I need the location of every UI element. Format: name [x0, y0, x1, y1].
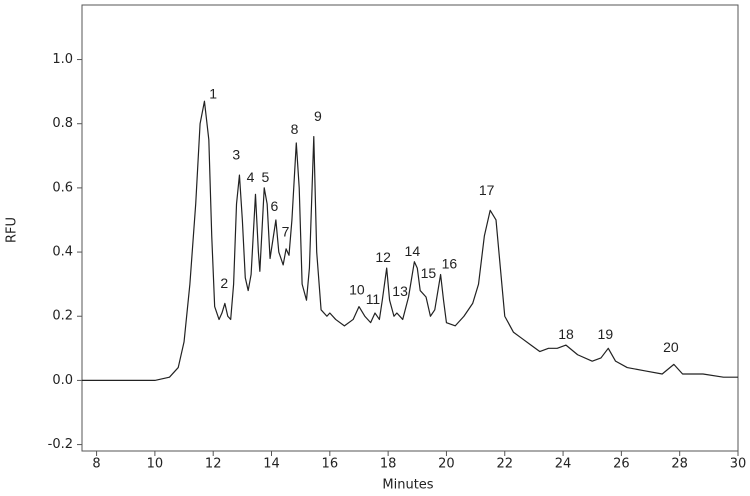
peak-label: 10	[349, 281, 365, 297]
peak-label: 19	[598, 326, 614, 342]
peak-label: 13	[392, 283, 408, 299]
peak-label: 12	[375, 249, 391, 265]
x-tick-label: 22	[496, 457, 513, 472]
x-axis-label: Minutes	[382, 478, 433, 493]
y-tick-label: 0.8	[52, 116, 73, 131]
x-tick-label: 18	[380, 457, 397, 472]
y-axis-label: RFU	[5, 217, 20, 243]
y-tick-label: -0.2	[48, 437, 73, 452]
peak-label: 16	[442, 256, 458, 272]
y-tick-label: 0.0	[52, 373, 73, 388]
x-tick-label: 10	[147, 457, 164, 472]
peak-label: 7	[282, 224, 290, 240]
x-tick-label: 30	[730, 457, 747, 472]
x-tick-label: 14	[263, 457, 280, 472]
x-tick-label: 24	[555, 457, 572, 472]
peak-label: 3	[232, 147, 240, 163]
y-tick-label: 0.6	[52, 180, 73, 195]
peak-label: 17	[479, 182, 495, 198]
peak-label: 8	[291, 121, 299, 137]
x-tick-label: 26	[613, 457, 630, 472]
x-tick-label: 12	[205, 457, 222, 472]
y-tick-label: 1.0	[52, 52, 73, 67]
x-tick-label: 8	[92, 457, 100, 472]
peak-label: 6	[271, 198, 279, 214]
peak-label: 2	[220, 275, 228, 291]
y-tick-label: 0.2	[52, 309, 73, 324]
peak-label: 18	[558, 326, 574, 342]
y-tick-label: 0.4	[52, 245, 73, 260]
peak-label: 4	[247, 169, 255, 185]
peak-label: 9	[314, 108, 322, 124]
x-tick-label: 16	[322, 457, 339, 472]
peak-label: 11	[366, 291, 381, 307]
trace	[82, 100, 738, 382]
peak-label: 14	[405, 243, 421, 259]
x-tick-label: 28	[671, 457, 688, 472]
peak-label: 5	[261, 169, 269, 185]
x-tick-label: 20	[438, 457, 455, 472]
peak-label: 1	[209, 86, 217, 102]
peak-label: 20	[663, 339, 679, 355]
plot-frame	[81, 4, 739, 452]
peak-label: 15	[421, 265, 437, 281]
